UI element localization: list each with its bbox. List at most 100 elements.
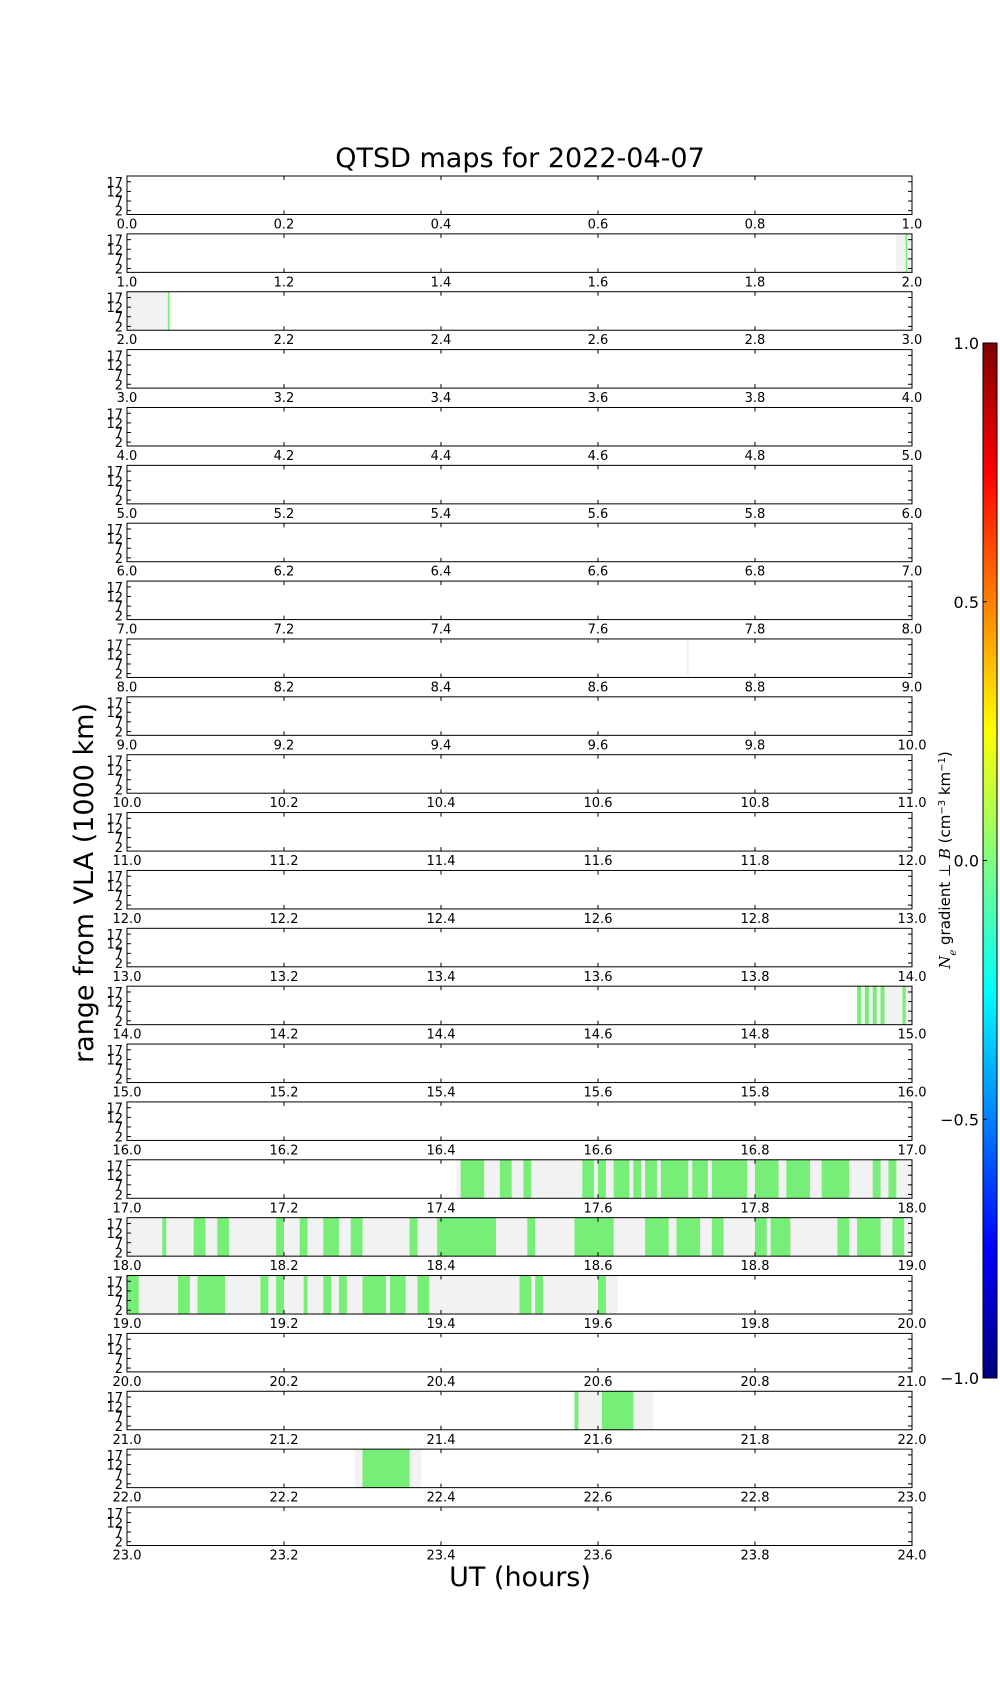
panel-frame — [126, 522, 913, 563]
panel-frame — [126, 696, 913, 736]
x-tick-label: 16.8 — [741, 1143, 770, 1158]
y-tick-label: 7 — [115, 195, 123, 210]
x-tick-label: 10.2 — [270, 796, 299, 811]
y-tick-label: 7 — [115, 1295, 123, 1310]
detection-band — [864, 986, 869, 1025]
detection-band — [892, 1217, 905, 1257]
y-tick-label: 12 — [106, 1343, 123, 1358]
x-tick-label: 15.4 — [427, 1086, 456, 1101]
x-tick-label: 8.4 — [431, 680, 452, 695]
y-tick-label: 2 — [115, 552, 123, 567]
detection-band — [905, 233, 908, 273]
detection-band — [582, 1159, 595, 1199]
detection-band — [299, 1217, 308, 1257]
y-tick-label: 17 — [106, 1217, 123, 1232]
y-tick-label: 17 — [106, 1391, 123, 1406]
y-tick-label: 7 — [115, 889, 123, 904]
y-tick-label: 2 — [115, 205, 123, 220]
x-tick-label: 6.6 — [588, 565, 609, 580]
x-tick-label: 13.2 — [270, 970, 299, 985]
x-tick-label: 11.2 — [270, 854, 299, 869]
y-tick-label: 12 — [106, 533, 123, 548]
x-tick-label: 9.6 — [588, 738, 609, 753]
detection-band — [523, 1159, 532, 1199]
detection-band — [167, 291, 170, 331]
detection-band — [519, 1275, 532, 1315]
x-tick-label: 8.8 — [745, 680, 766, 695]
detection-band — [770, 1217, 791, 1257]
detection-band — [880, 986, 885, 1025]
x-tick-label: 13.4 — [427, 970, 456, 985]
y-tick-label: 12 — [106, 764, 123, 779]
y-tick-label: 17 — [106, 234, 123, 249]
y-tick-label: 12 — [106, 938, 123, 953]
detection-band — [857, 986, 861, 1025]
x-tick-label: 6.2 — [274, 565, 295, 580]
x-tick-label: 1.2 — [274, 275, 295, 290]
x-tick-label: 5.0 — [117, 507, 138, 522]
y-tick-label: 2 — [115, 263, 123, 278]
x-tick-label: 22.6 — [584, 1491, 613, 1506]
y-tick-label: 2 — [115, 1131, 123, 1146]
x-axis-label: UT (hours) — [449, 1562, 591, 1593]
colorbar-tick-label: 0.0 — [954, 852, 979, 871]
detection-band — [786, 1159, 810, 1199]
y-tick-label: 17 — [106, 928, 123, 943]
detection-band — [217, 1217, 230, 1257]
y-tick-label: 17 — [106, 639, 123, 654]
x-tick-label: 14.4 — [427, 1028, 456, 1043]
y-tick-label: 7 — [115, 484, 123, 499]
x-tick-label: 19.8 — [741, 1317, 770, 1332]
y-tick-label: 17 — [106, 697, 123, 712]
x-tick-label: 0.4 — [431, 218, 452, 233]
x-tick-label: 2.0 — [117, 333, 138, 348]
x-tick-label: 23.0 — [898, 1491, 927, 1506]
x-tick-label: 3.6 — [588, 391, 609, 406]
x-tick-label: 2.8 — [745, 333, 766, 348]
detection-band — [162, 1217, 167, 1257]
x-tick-label: 4.0 — [117, 449, 138, 464]
y-tick-label: 7 — [115, 774, 123, 789]
colorbar-tick-label: 0.5 — [954, 593, 979, 612]
y-tick-label: 2 — [115, 1304, 123, 1319]
y-tick-label: 12 — [106, 1285, 123, 1300]
y-tick-label: 2 — [115, 1420, 123, 1435]
x-tick-label: 8.2 — [274, 680, 295, 695]
x-tick-label: 22.2 — [270, 1491, 299, 1506]
x-tick-label: 14.0 — [898, 970, 927, 985]
y-axis-label: range from VLA (1000 km) — [69, 703, 100, 1063]
panel-frame — [126, 1217, 913, 1257]
panel-frame — [126, 1448, 913, 1489]
detection-band — [417, 1275, 430, 1315]
x-tick-label: 21.0 — [113, 1433, 142, 1448]
x-tick-label: 15.0 — [898, 1028, 927, 1043]
x-tick-label: 12.8 — [741, 912, 770, 927]
detection-band — [902, 986, 906, 1025]
y-tick-label: 7 — [115, 832, 123, 847]
detection-band — [276, 1275, 284, 1315]
y-tick-label: 17 — [106, 986, 123, 1001]
y-tick-label: 2 — [115, 610, 123, 625]
x-tick-label: 20.0 — [113, 1375, 142, 1390]
x-tick-label: 11.6 — [584, 854, 613, 869]
detection-band — [888, 1159, 897, 1199]
x-tick-label: 18.2 — [270, 1259, 299, 1274]
detection-band — [676, 1217, 701, 1257]
y-tick-label: 2 — [115, 1188, 123, 1203]
colorbar-tick-label: −0.5 — [940, 1110, 979, 1129]
x-tick-label: 13.8 — [741, 970, 770, 985]
y-tick-label: 17 — [106, 754, 123, 769]
x-tick-label: 3.0 — [117, 391, 138, 406]
detection-band — [692, 1159, 708, 1199]
x-tick-label: 14.2 — [270, 1028, 299, 1043]
detection-band — [535, 1275, 544, 1315]
x-tick-label: 4.2 — [274, 449, 295, 464]
